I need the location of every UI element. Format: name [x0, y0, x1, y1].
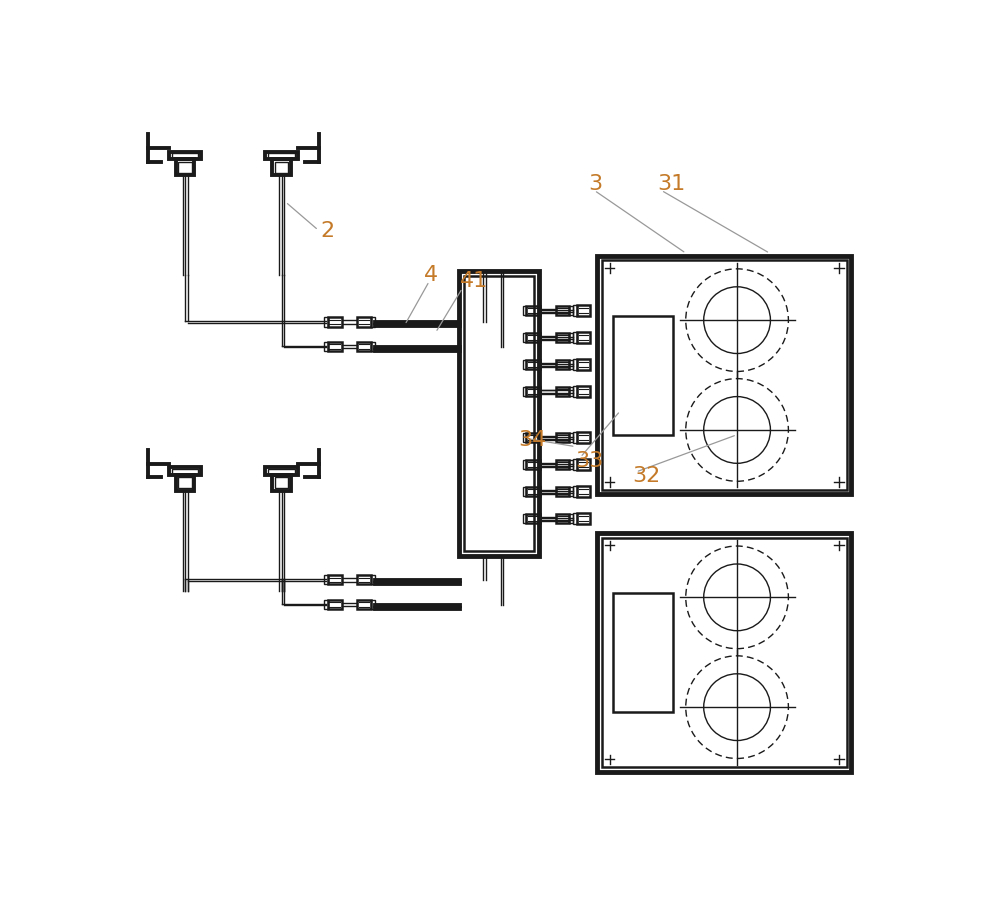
Bar	[526, 388, 540, 397]
Bar	[526, 460, 540, 470]
Text: 4: 4	[424, 265, 438, 285]
Bar	[523, 488, 526, 497]
Bar	[371, 343, 375, 352]
Bar	[178, 478, 192, 489]
Text: 3: 3	[588, 174, 602, 194]
Bar	[577, 433, 590, 444]
Bar	[573, 387, 577, 398]
Bar	[371, 600, 375, 609]
Bar	[324, 575, 328, 584]
Bar	[573, 333, 577, 344]
Bar	[556, 460, 569, 470]
Text: 41: 41	[460, 271, 488, 291]
Bar	[464, 278, 534, 551]
Bar	[556, 515, 569, 524]
Bar	[569, 307, 573, 316]
Bar	[324, 600, 328, 609]
Bar	[272, 476, 291, 491]
Bar	[523, 307, 526, 316]
Bar	[371, 318, 375, 327]
Bar	[573, 487, 577, 497]
Bar	[569, 334, 573, 343]
Bar	[523, 388, 526, 397]
Bar	[328, 575, 342, 584]
Bar	[577, 360, 590, 370]
Bar	[357, 575, 371, 584]
Bar	[272, 160, 291, 176]
Bar	[523, 434, 526, 443]
Bar	[268, 154, 295, 159]
Bar	[324, 343, 328, 352]
Bar	[573, 460, 577, 471]
Bar	[556, 360, 569, 369]
Bar	[523, 460, 526, 470]
Bar	[602, 538, 847, 767]
Bar	[556, 307, 569, 316]
Bar	[597, 256, 851, 494]
Text: 33: 33	[576, 450, 604, 471]
Bar	[371, 575, 375, 584]
Bar	[577, 333, 590, 344]
Bar	[569, 388, 573, 397]
Bar	[523, 360, 526, 369]
Bar	[523, 515, 526, 524]
Bar	[526, 434, 540, 443]
Bar	[275, 163, 288, 174]
Text: 2: 2	[320, 221, 334, 241]
Bar	[169, 468, 201, 476]
Bar	[569, 515, 573, 524]
Bar	[172, 154, 198, 159]
Bar	[613, 316, 673, 436]
Bar	[176, 476, 194, 491]
Bar	[573, 306, 577, 317]
Bar	[275, 478, 288, 489]
Bar	[357, 318, 371, 327]
Bar	[602, 261, 847, 490]
Bar	[526, 307, 540, 316]
Bar	[523, 334, 526, 343]
Bar	[556, 488, 569, 497]
Bar	[328, 343, 342, 352]
Bar	[172, 470, 198, 474]
Bar	[569, 434, 573, 443]
Bar	[324, 318, 328, 327]
Bar	[569, 460, 573, 470]
Bar	[265, 468, 298, 476]
Bar	[268, 470, 295, 474]
Bar	[459, 272, 539, 556]
Bar	[577, 487, 590, 497]
Bar	[597, 533, 851, 772]
Bar	[526, 488, 540, 497]
Bar	[526, 515, 540, 524]
Bar	[176, 160, 194, 176]
Bar	[613, 594, 673, 712]
Bar	[328, 600, 342, 609]
Bar	[573, 433, 577, 444]
Bar	[569, 488, 573, 497]
Bar	[526, 360, 540, 369]
Bar	[328, 318, 342, 327]
Bar	[577, 387, 590, 398]
Bar	[577, 460, 590, 471]
Bar	[569, 360, 573, 369]
Text: 31: 31	[657, 174, 686, 194]
Bar	[357, 600, 371, 609]
Bar	[169, 153, 201, 160]
Bar	[265, 153, 298, 160]
Bar	[577, 306, 590, 317]
Text: 32: 32	[632, 466, 660, 486]
Bar	[556, 388, 569, 397]
Bar	[556, 334, 569, 343]
Bar	[526, 334, 540, 343]
Bar	[577, 514, 590, 525]
Bar	[178, 163, 192, 174]
Text: 34: 34	[519, 430, 547, 449]
Bar	[573, 360, 577, 370]
Bar	[573, 514, 577, 525]
Bar	[556, 434, 569, 443]
Bar	[357, 343, 371, 352]
